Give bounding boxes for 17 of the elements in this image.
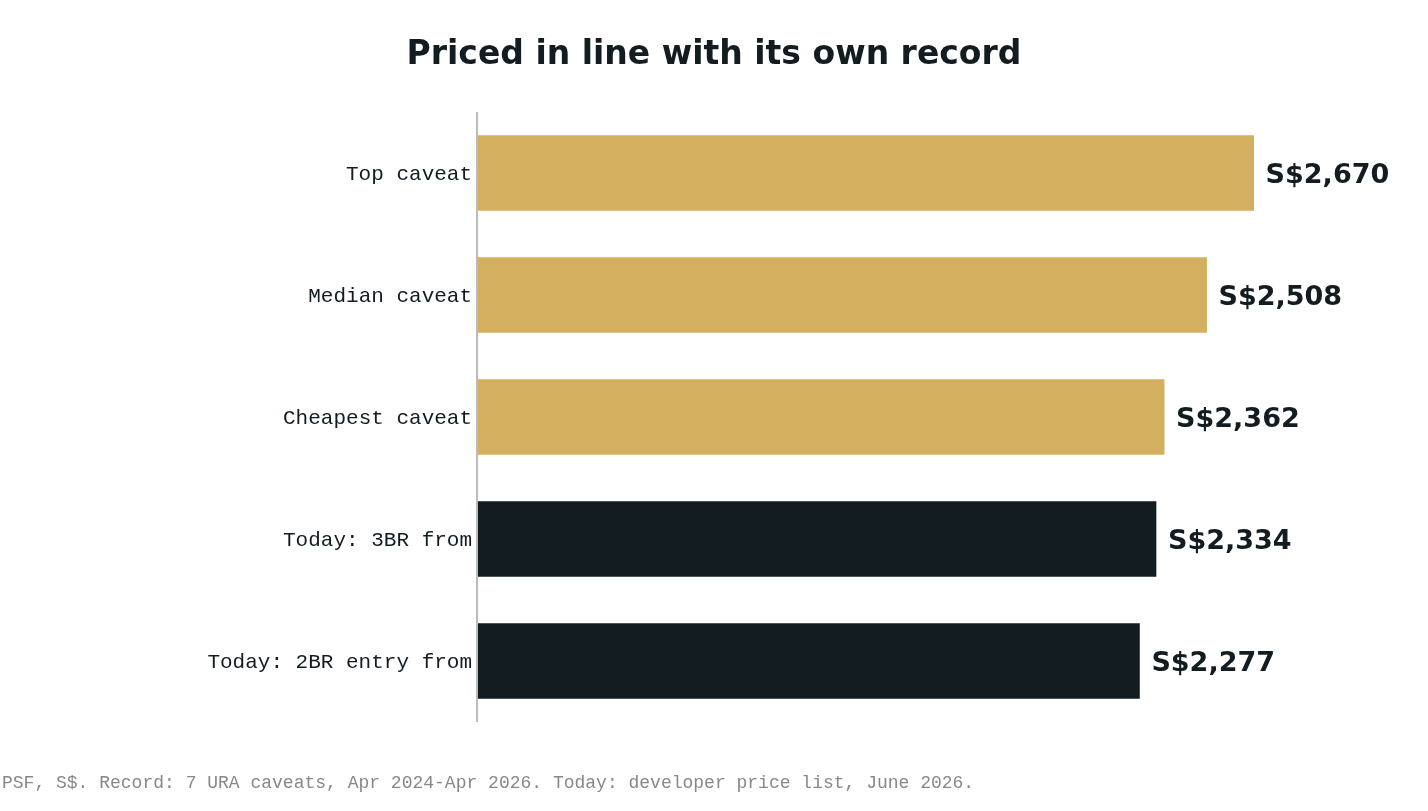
bar (478, 135, 1254, 211)
data-label: S$2,277 (1151, 645, 1276, 677)
bar (478, 501, 1157, 577)
chart-title: Priced in line with its own record (406, 32, 1022, 72)
y-tick-label: Today: 2BR entry from (207, 651, 473, 675)
bar (478, 379, 1165, 455)
bar (478, 257, 1207, 333)
data-label: S$2,508 (1218, 279, 1343, 311)
y-tick-label: Top caveat (346, 163, 473, 187)
y-tick-label: Cheapest caveat (283, 407, 473, 431)
y-tick-label: Today: 3BR from (283, 529, 473, 553)
bar (478, 623, 1140, 699)
data-label: S$2,362 (1176, 401, 1300, 433)
text: PSF, S$. Record: 7 URA caveats, Apr 2024-Apr 2026. Today: developer price list, June 2026. (2, 773, 975, 793)
y-tick-label: Median caveat (308, 285, 473, 309)
data-label: S$2,334 (1167, 523, 1292, 555)
data-label: S$2,670 (1265, 157, 1390, 189)
